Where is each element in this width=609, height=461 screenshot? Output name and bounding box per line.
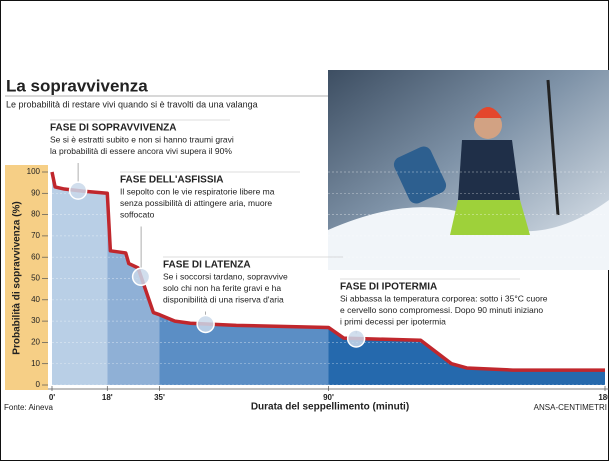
- phase-text: Il sepolto con le vie respiratorie liber…: [120, 186, 275, 196]
- phase-title: FASE DI IPOTERMIA: [340, 282, 437, 293]
- x-tick-label: 35': [154, 393, 165, 402]
- phase-text: Se si è estratti subito e non si hanno t…: [50, 134, 234, 144]
- y-tick-label: 20: [31, 338, 40, 347]
- x-tick-label: 0': [49, 393, 55, 402]
- phase-title: FASE DELL'ASFISSIA: [120, 175, 224, 186]
- phase-text: Si abbassa la temperatura corporea: sott…: [340, 293, 548, 303]
- photo: [328, 70, 609, 270]
- phase-marker: [196, 314, 215, 334]
- y-tick-label: 0: [36, 380, 41, 389]
- title: La sopravvivenza: [6, 76, 148, 95]
- y-tick-label: 50: [31, 274, 40, 283]
- y-tick-label: 100: [27, 167, 41, 176]
- phase-text: disponibilità di una riserva d'aria: [163, 294, 284, 304]
- x-tick-label: 180: [598, 393, 609, 402]
- phase-text: i primi decessi per ipotermia: [340, 316, 446, 326]
- region-area: [52, 172, 108, 385]
- region-area: [107, 193, 160, 385]
- y-tick-label: 90: [31, 188, 40, 197]
- y-tick-label: 60: [31, 252, 40, 261]
- y-tick-label: 30: [31, 316, 40, 325]
- phase-marker: [68, 181, 88, 200]
- y-tick-label: 80: [31, 210, 40, 219]
- phase-title: FASE DI LATENZA: [163, 260, 251, 271]
- y-tick-label: 10: [31, 359, 40, 368]
- y-axis-band: [5, 165, 48, 390]
- source: Fonte: Aineva: [4, 403, 53, 412]
- x-axis-label: Durata del seppellimento (minuti): [251, 402, 409, 413]
- y-axis-label: Probabilità di sopravvivenza (%): [12, 201, 23, 354]
- subtitle: Le probabilità di restare vivi quando si…: [6, 99, 258, 109]
- phase-text: senza possibilità di attingere aria, muo…: [120, 198, 272, 208]
- phase-text: Se i soccorsi tardano, sopravvive: [163, 271, 288, 281]
- survival-line: [50, 171, 605, 372]
- phase-text: soffocato: [120, 209, 155, 219]
- phase-title: FASE DI SOPRAVVIVENZA: [50, 123, 177, 134]
- phase-marker: [346, 329, 366, 348]
- phase-marker: [131, 267, 151, 287]
- x-tick-label: 90': [323, 393, 334, 402]
- phase-text: solo chi non ha ferite gravi e ha: [163, 283, 281, 293]
- y-tick-label: 40: [31, 295, 40, 304]
- phase-text: la probabilità di essere ancora vivi sup…: [50, 146, 232, 156]
- x-tick-label: 18': [102, 393, 113, 402]
- y-tick-label: 70: [31, 231, 40, 240]
- credit: ANSA-CENTIMETRI: [534, 403, 607, 412]
- phase-text: e cervello sono compromessi. Dopo 90 min…: [340, 305, 543, 315]
